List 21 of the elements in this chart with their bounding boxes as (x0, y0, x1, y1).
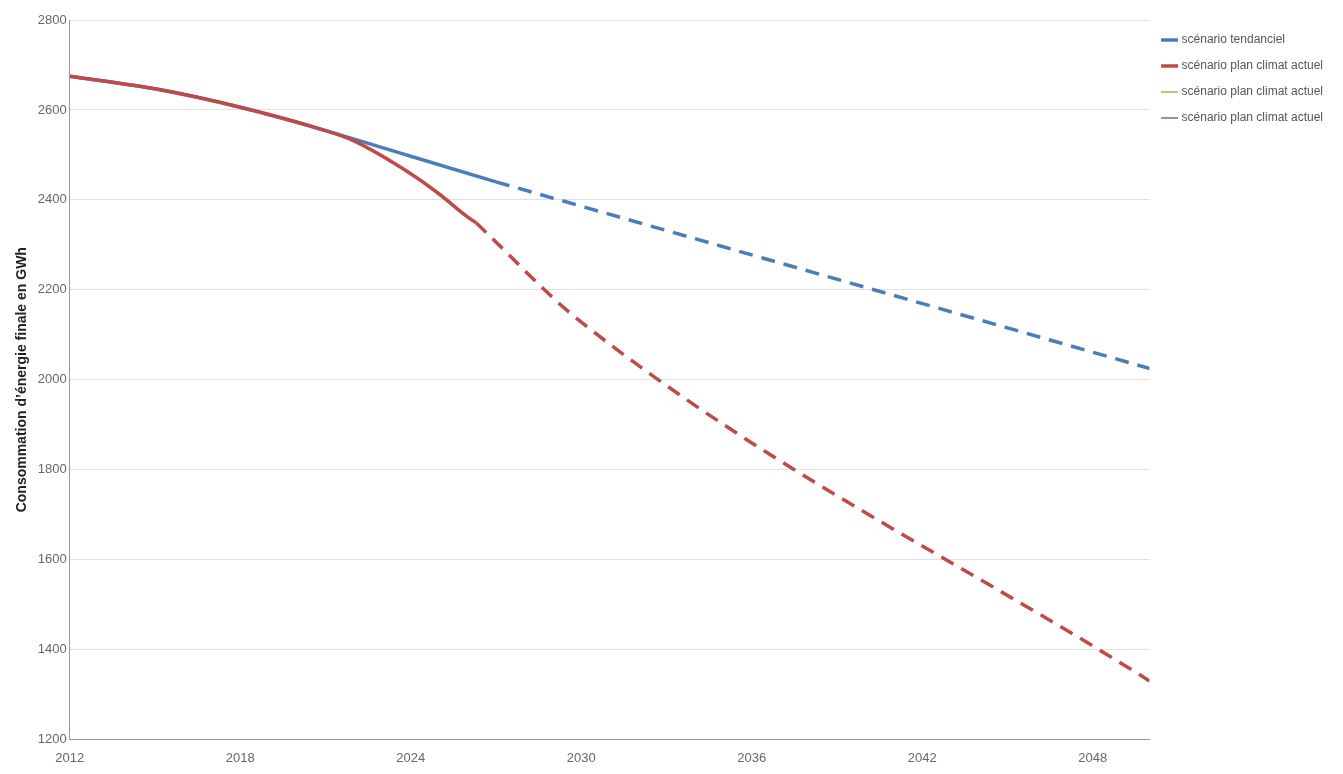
x-tick-label: 2048 (1078, 749, 1108, 765)
y-tick-label: 1400 (37, 641, 67, 657)
legend-label: scénario plan climat actuel (1181, 84, 1323, 99)
x-tick-label: 2042 (907, 749, 937, 765)
x-tick-label: 2024 (396, 749, 426, 765)
x-tick-label: 2018 (225, 749, 255, 765)
x-tick-label: 2012 (55, 749, 85, 765)
legend-label: scénario plan climat actuel (1181, 58, 1323, 73)
x-tick-label: 2030 (566, 749, 596, 765)
legend-label: scénario tendanciel (1181, 32, 1285, 47)
y-tick-label: 2400 (37, 191, 67, 207)
y-tick-label: 2600 (37, 101, 67, 117)
y-tick-label: 1800 (37, 461, 67, 477)
y-tick-label: 1200 (37, 730, 67, 746)
y-axis-title: Consommation d’énergie finale en GWh (13, 247, 30, 513)
x-tick-label: 2036 (737, 749, 767, 765)
legend-label: scénario plan climat actuel (1181, 110, 1323, 125)
y-tick-label: 2000 (37, 371, 67, 387)
y-tick-label: 2200 (37, 281, 67, 297)
y-tick-label: 1600 (37, 551, 67, 567)
y-tick-label: 2800 (37, 11, 67, 27)
